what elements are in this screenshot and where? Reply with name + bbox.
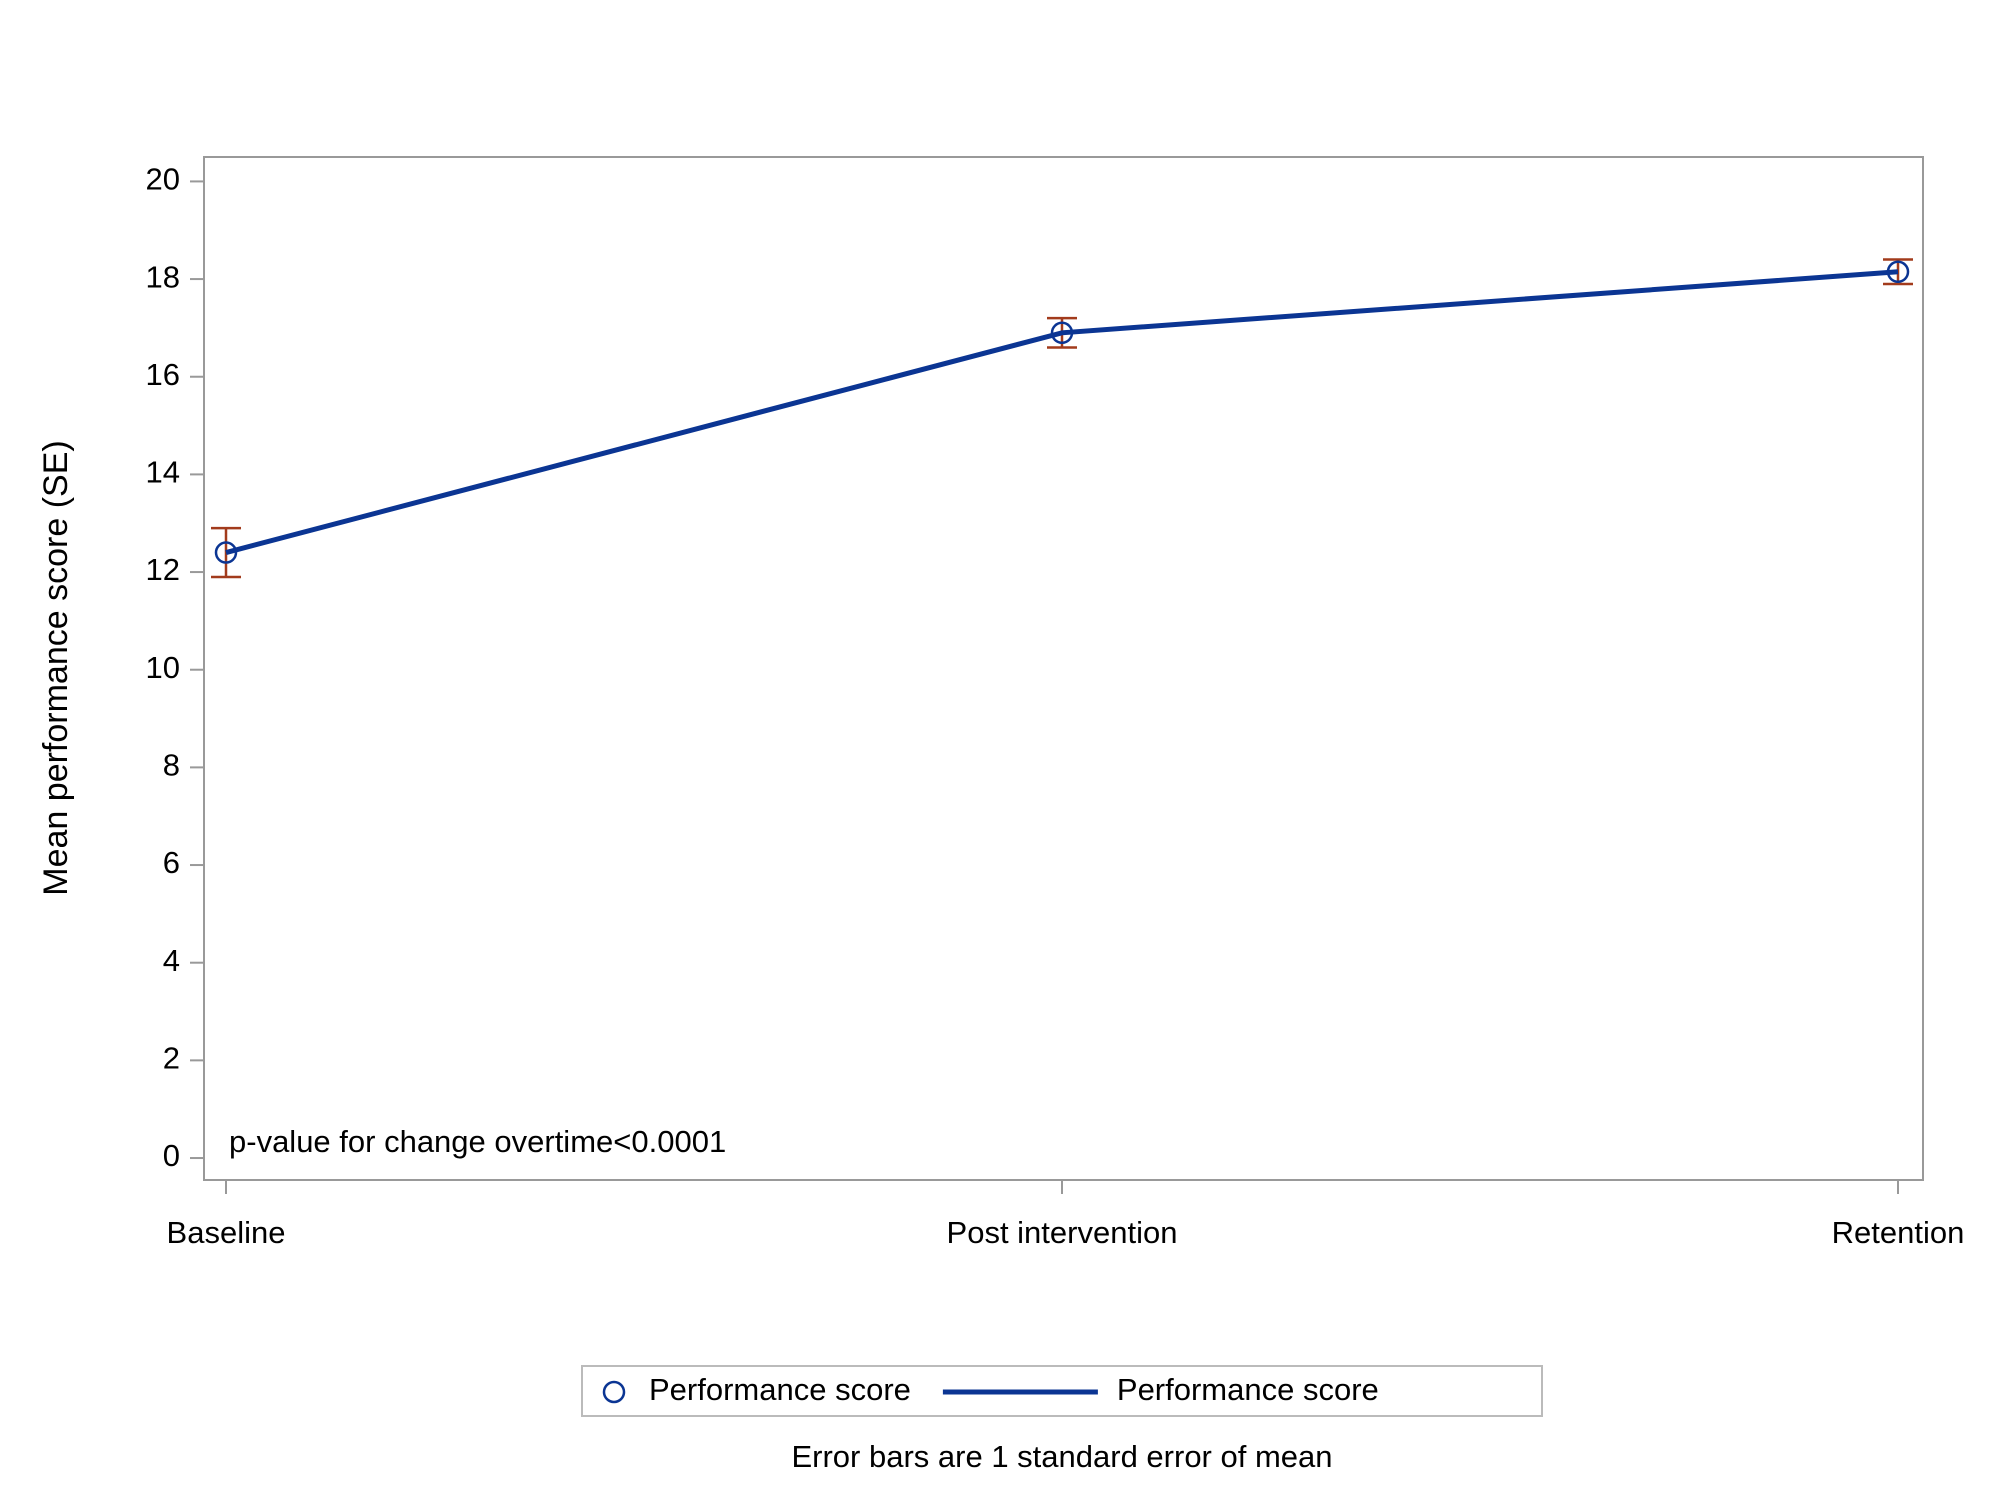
- y-tick-label: 20: [146, 162, 180, 197]
- data-line: [225, 269, 1899, 555]
- annotation: p-value for change overtime<0.0001: [229, 1124, 726, 1159]
- marker: [1886, 260, 1910, 284]
- x-tick-label: Post intervention: [947, 1215, 1178, 1250]
- legend-label: Performance score: [1117, 1372, 1379, 1407]
- y-axis-label: Mean performance score (SE): [37, 440, 75, 895]
- y-tick-label: 2: [163, 1041, 180, 1076]
- y-tick-label: 16: [146, 357, 180, 392]
- marker: [1050, 321, 1074, 345]
- legend-box: [581, 1365, 1543, 1417]
- y-tick-label: 4: [163, 943, 180, 978]
- y-tick-label: 14: [146, 455, 180, 490]
- legend-label: Performance score: [649, 1372, 911, 1407]
- y-tick-label: 6: [163, 845, 180, 880]
- legend-marker: [602, 1380, 626, 1404]
- marker: [214, 541, 238, 564]
- y-tick-label: 8: [163, 748, 180, 783]
- y-tick-label: 0: [163, 1138, 180, 1173]
- y-tick-label: 18: [146, 259, 180, 294]
- y-tick-label: 10: [146, 650, 180, 685]
- plot-frame: [203, 156, 1924, 1181]
- x-tick-label: Retention: [1832, 1215, 1965, 1250]
- footnote: Error bars are 1 standard error of mean: [791, 1439, 1332, 1474]
- x-tick-label: Baseline: [167, 1215, 286, 1250]
- y-tick-label: 12: [146, 552, 180, 587]
